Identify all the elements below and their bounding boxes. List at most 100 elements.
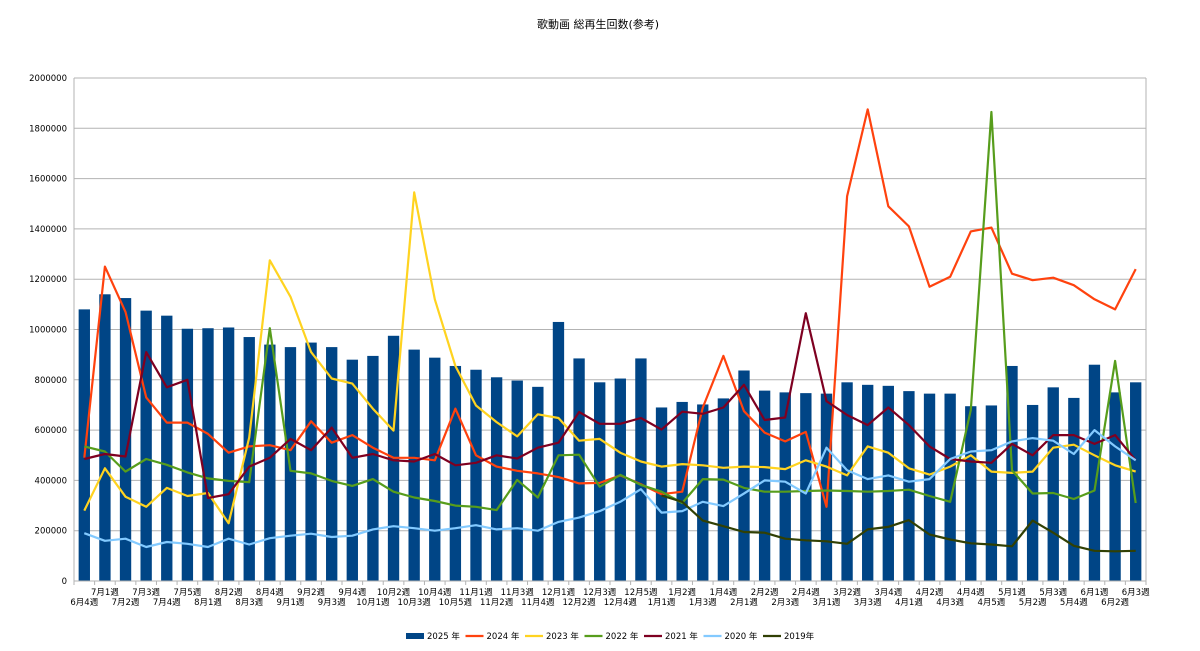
series-line [84, 312, 1137, 500]
x-tick-label: 1月2週 [668, 588, 696, 598]
bar [99, 294, 111, 581]
x-tick-label: 4月1週 [895, 598, 923, 608]
x-axis: 6月4週7月1週7月2週7月3週7月4週7月5週8月1週8月2週8月3週8月4週… [70, 580, 1150, 608]
bar [800, 393, 812, 581]
bar [346, 359, 358, 581]
x-tick-label: 9月3週 [318, 598, 346, 608]
bar [264, 344, 276, 581]
bar [429, 357, 441, 581]
x-tick-label: 3月3週 [854, 598, 882, 608]
bar [140, 310, 152, 581]
x-tick-label: 8月2週 [215, 588, 243, 598]
x-tick-label: 1月1週 [648, 598, 676, 608]
legend-label: 2021 年 [665, 631, 698, 642]
bar [717, 398, 730, 581]
bar [305, 342, 317, 581]
bar [202, 328, 214, 581]
line-series-group [83, 108, 1137, 553]
x-tick-label: 3月1週 [813, 598, 841, 608]
x-tick-label: 7月2週 [112, 598, 140, 608]
x-tick-label: 12月1週 [542, 588, 576, 598]
x-tick-label: 7月5週 [173, 588, 201, 598]
legend-label: 2019年 [784, 631, 815, 642]
bar [841, 382, 853, 581]
bar [470, 369, 482, 581]
x-tick-label: 4月3週 [936, 598, 964, 608]
bar [635, 358, 647, 581]
y-tick-label: 600000 [35, 426, 67, 436]
bar [449, 365, 462, 581]
x-tick-label: 5月1週 [998, 588, 1026, 598]
x-tick-label: 10月2週 [377, 588, 411, 598]
x-tick-label: 3月2週 [833, 588, 861, 598]
y-tick-label: 1200000 [29, 275, 67, 285]
bar [985, 405, 998, 581]
x-tick-label: 6月1週 [1081, 588, 1109, 598]
y-tick-label: 1400000 [29, 225, 67, 235]
x-tick-label: 4月4週 [957, 588, 985, 598]
bar [862, 384, 874, 581]
y-tick-label: 1000000 [29, 326, 67, 336]
y-axis: 0 200000 400000 600000 800000 1000000 1200000 1… [29, 74, 1147, 587]
bar [119, 298, 132, 581]
x-tick-label: 9月1週 [277, 598, 305, 608]
x-tick-label: 11月1週 [459, 588, 493, 598]
x-tick-label: 1月3週 [689, 598, 717, 608]
x-tick-label: 5月3週 [1039, 588, 1067, 598]
y-tick-label: 800000 [35, 376, 67, 386]
x-tick-label: 12月2週 [562, 598, 596, 608]
y-tick-label: 0 [62, 577, 67, 587]
legend-label: 2024 年 [487, 631, 520, 642]
y-tick-label: 400000 [35, 476, 67, 486]
x-tick-label: 5月4週 [1060, 598, 1088, 608]
bar [1130, 382, 1142, 581]
bar [965, 406, 977, 581]
x-tick-label: 6月4週 [70, 598, 98, 608]
bar [614, 378, 626, 581]
bar [573, 358, 585, 581]
x-tick-label: 12月5週 [624, 588, 658, 598]
bar [367, 355, 379, 581]
x-tick-label: 2月2週 [751, 588, 779, 598]
bar [490, 377, 503, 581]
y-tick-label: 1600000 [29, 175, 67, 185]
x-tick-label: 4月5週 [977, 598, 1005, 608]
x-tick-label: 10月4週 [418, 588, 452, 598]
bar [882, 385, 894, 581]
x-tick-label: 2月1週 [730, 598, 758, 608]
bar [923, 393, 936, 581]
x-tick-label: 11月4週 [521, 598, 555, 608]
x-tick-label: 12月4週 [604, 598, 638, 608]
x-tick-label: 7月3週 [132, 588, 160, 598]
bar [552, 321, 565, 581]
y-tick-label: 200000 [35, 527, 67, 537]
bar [1088, 364, 1101, 581]
bar [820, 393, 833, 581]
x-tick-label: 11月3週 [501, 588, 535, 598]
x-tick-label: 4月2週 [916, 588, 944, 598]
x-tick-label: 6月2週 [1101, 598, 1129, 608]
legend-label: 2023 年 [546, 631, 579, 642]
bar [1109, 392, 1121, 581]
x-tick-label: 2月3週 [771, 598, 799, 608]
y-tick-label: 2000000 [29, 74, 67, 84]
bar [738, 370, 750, 581]
x-tick-label: 7月4週 [153, 598, 181, 608]
bar [1068, 397, 1080, 581]
bar [181, 328, 194, 581]
x-tick-label: 10月1週 [356, 598, 390, 608]
series-line [661, 494, 1136, 553]
x-tick-label: 8月1週 [194, 598, 222, 608]
x-tick-label: 10月3週 [398, 598, 432, 608]
bar [408, 349, 420, 581]
x-tick-label: 7月1週 [91, 588, 119, 598]
legend-label: 2022 年 [606, 631, 639, 642]
legend-label: 2025 年 [427, 631, 460, 642]
x-tick-label: 1月4週 [709, 588, 737, 598]
legend: 2025 年 2024 年 2023 年 2022 年 2021 年 2020 年 2019… [406, 631, 815, 642]
legend-swatch [406, 633, 424, 639]
y-tick-label: 1800000 [29, 124, 67, 134]
bar [326, 347, 338, 581]
x-tick-label: 9月2週 [297, 588, 325, 598]
bar [944, 393, 956, 581]
